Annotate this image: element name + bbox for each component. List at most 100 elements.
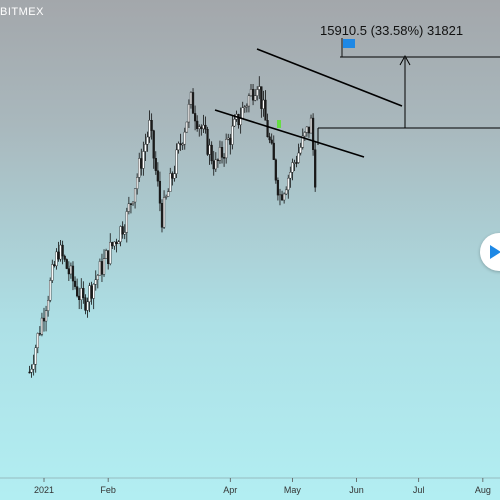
candle-up — [104, 250, 108, 259]
candle-up — [231, 125, 234, 145]
candle-down — [312, 117, 315, 150]
candle-down — [251, 89, 255, 101]
candle-up — [283, 193, 286, 201]
candle-down — [220, 147, 224, 158]
candle-up — [125, 211, 128, 233]
candle-up — [256, 89, 259, 96]
candle-up — [32, 364, 35, 370]
candle-down — [154, 158, 157, 171]
channel-upper-line[interactable] — [256, 48, 403, 107]
candle-up — [113, 241, 116, 247]
candle-up — [36, 333, 39, 348]
candle-down — [76, 286, 79, 297]
candle-up — [44, 310, 48, 322]
candle-up — [96, 275, 99, 280]
candle-up — [86, 301, 89, 311]
candle-down — [276, 180, 280, 196]
candle-down — [140, 158, 143, 169]
candle-down — [42, 317, 46, 322]
measure-label: 15910.5 (33.58%) 31821 — [320, 23, 464, 38]
candle-up — [102, 258, 106, 275]
candle-down — [196, 120, 199, 129]
candle-down — [78, 295, 81, 300]
candle-down — [100, 261, 104, 275]
play-icon — [490, 245, 500, 259]
candle-up — [169, 173, 172, 192]
candle-down — [73, 280, 77, 287]
candle-down — [272, 142, 275, 160]
x-tick-label: 2021 — [34, 485, 54, 495]
candle-down — [121, 226, 124, 235]
candle-up — [243, 106, 246, 109]
candle-up — [285, 189, 288, 195]
candle-up — [202, 124, 205, 130]
candle-up — [291, 162, 294, 173]
candle-down — [57, 251, 60, 260]
candle-up — [55, 251, 58, 267]
candle-up — [241, 107, 244, 119]
candle-down — [84, 297, 87, 311]
x-tick-label: Aug — [475, 485, 491, 495]
candle-up — [167, 191, 170, 197]
candle-down — [158, 180, 162, 204]
exchange-label: BITMEX — [0, 6, 44, 18]
play-button[interactable] — [480, 233, 500, 271]
candle-up — [181, 143, 184, 146]
candle-up — [117, 241, 120, 245]
candle-up — [303, 132, 306, 137]
candle-up — [249, 89, 253, 96]
candle-down — [61, 244, 64, 257]
candle-up — [309, 117, 313, 134]
x-tick-label: Apr — [223, 485, 237, 495]
candle-down — [115, 241, 118, 245]
candle-up — [175, 149, 178, 174]
candle-down — [71, 265, 75, 282]
candle-down — [314, 149, 317, 188]
candle-up — [187, 104, 190, 123]
candle-down — [65, 259, 68, 269]
candle-up — [297, 152, 300, 163]
candle-up — [165, 196, 168, 198]
candle-down — [191, 92, 195, 114]
channel-lower-line[interactable] — [214, 109, 365, 158]
candle-up — [214, 159, 217, 170]
candle-down — [237, 114, 240, 126]
measure-arrow-head — [399, 54, 411, 66]
candle-up — [30, 368, 33, 373]
candle-up — [218, 147, 222, 161]
candle-down — [274, 159, 277, 181]
candle-down — [90, 285, 93, 299]
candle-up — [80, 287, 83, 300]
candle-up — [183, 131, 186, 145]
candle-down — [268, 136, 271, 141]
highlight-candle — [277, 120, 281, 128]
candle-down — [156, 170, 159, 182]
flag-icon[interactable] — [343, 39, 355, 48]
candle-up — [198, 126, 201, 129]
candle-up — [98, 261, 101, 276]
candle-down — [150, 120, 153, 131]
candle-up — [293, 162, 296, 164]
candle-down — [212, 160, 215, 170]
candle-down — [38, 333, 41, 335]
candle-up — [227, 137, 230, 140]
candle-up — [233, 118, 236, 127]
candle-up — [173, 173, 176, 179]
candle-up — [239, 117, 242, 126]
candle-up — [88, 285, 91, 303]
candle-up — [225, 139, 228, 159]
candle-down — [216, 159, 219, 162]
candle-up — [51, 264, 54, 281]
candle-down — [229, 137, 232, 145]
candle-down — [107, 250, 110, 264]
x-tick-label: Feb — [100, 485, 116, 495]
candle-up — [189, 92, 193, 105]
x-tick-label: Jun — [349, 485, 364, 495]
candle-up — [127, 203, 130, 212]
candle-down — [160, 203, 164, 228]
candle-up — [245, 105, 248, 108]
candle-down — [210, 144, 213, 162]
candle-down — [200, 126, 203, 130]
